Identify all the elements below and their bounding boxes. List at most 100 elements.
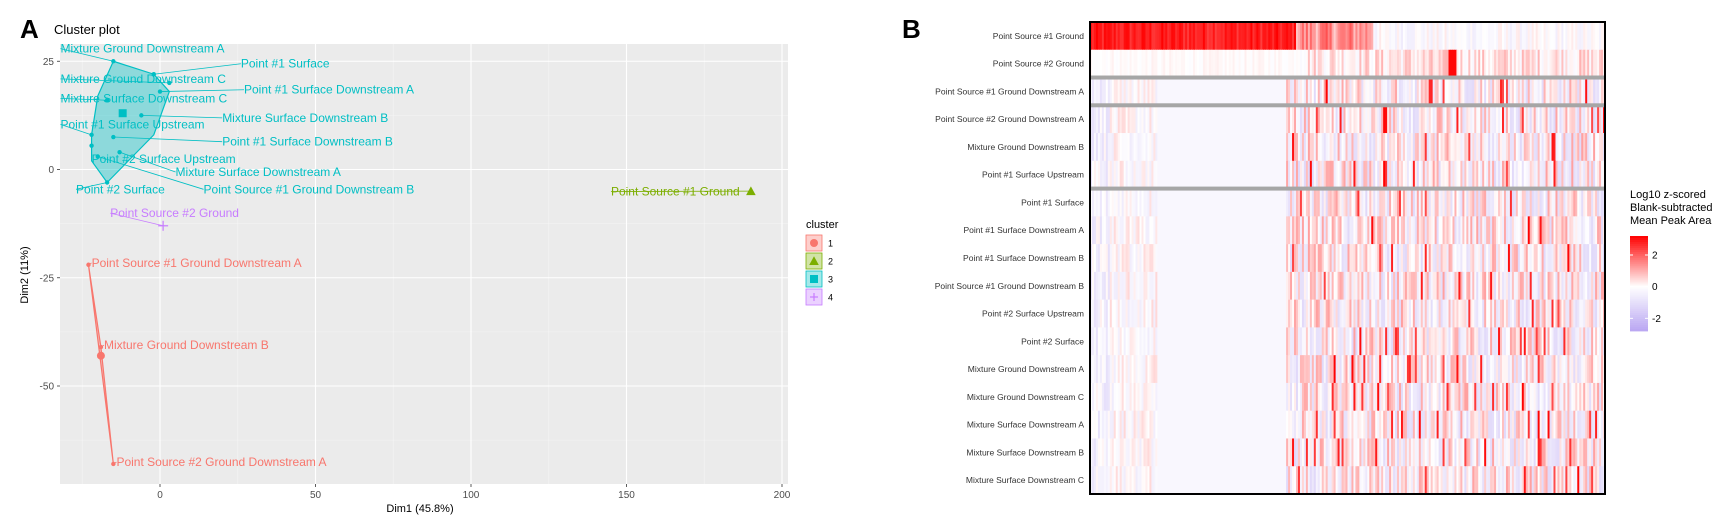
heatmap-cell: [1288, 105, 1291, 134]
heatmap-cell: [1555, 382, 1559, 412]
heatmap-cell: [1371, 160, 1374, 189]
heatmap-cell: [1107, 49, 1111, 78]
heatmap-cell: [1476, 410, 1479, 439]
heatmap-cell: [1414, 438, 1418, 467]
heatmap-cell: [1264, 271, 1267, 300]
heatmap-cell: [1157, 327, 1160, 356]
heatmap-cell: [1240, 188, 1244, 217]
heatmap-cell: [1531, 49, 1535, 78]
heatmap-cell: [1147, 105, 1151, 134]
heatmap-cell: [1581, 299, 1584, 328]
heatmap-cell: [1444, 160, 1448, 189]
heatmap-cell: [1226, 244, 1230, 273]
heatmap-cell: [1177, 160, 1180, 189]
heatmap-cell: [1121, 410, 1125, 439]
heatmap-cell: [1115, 271, 1119, 300]
heatmap-cell: [1589, 160, 1592, 189]
heatmap-cell: [1234, 466, 1238, 495]
heatmap-cell: [1593, 438, 1596, 467]
heatmap-cell: [1432, 382, 1436, 412]
heatmap-cell: [1093, 49, 1097, 78]
heatmap-cell: [1099, 410, 1103, 439]
heatmap-cell: [1305, 133, 1309, 162]
heatmap-cell: [1214, 49, 1218, 78]
heatmap-cell: [1329, 216, 1333, 245]
heatmap-cell: [1155, 133, 1158, 162]
heatmap-cell: [1196, 466, 1200, 495]
heatmap-cell: [1331, 299, 1335, 328]
heatmap-cell: [1335, 244, 1339, 273]
heatmap-cell: [1315, 355, 1319, 384]
heatmap-cell: [1266, 244, 1269, 273]
heatmap-cell: [1286, 327, 1289, 356]
heatmap-cell: [1543, 271, 1547, 300]
heatmap-cell: [1351, 160, 1355, 189]
heatmap-cell: [1187, 133, 1190, 162]
heatmap-cell: [1545, 77, 1549, 106]
data-point: [111, 461, 116, 467]
heatmap-cell: [1575, 271, 1578, 300]
heatmap-cell: [1347, 327, 1351, 356]
heatmap-cell: [1478, 216, 1481, 245]
heatmap-cell: [1133, 299, 1137, 328]
heatmap-cell: [1579, 22, 1582, 51]
heatmap-cell: [1204, 271, 1208, 300]
heatmap-cell: [1103, 188, 1107, 217]
heatmap-cell: [1141, 466, 1145, 495]
heatmap-cell: [1218, 105, 1222, 134]
heatmap-cell: [1438, 327, 1442, 356]
heatmap-cell: [1240, 216, 1244, 245]
heatmap-cell: [1155, 382, 1158, 412]
heatmap-cell: [1502, 299, 1505, 328]
heatmap-cell: [1430, 160, 1434, 189]
heatmap-cell: [1315, 216, 1319, 245]
heatmap-cell: [1173, 244, 1176, 273]
heatmap-cell: [1111, 216, 1115, 245]
heatmap-cell: [1218, 22, 1222, 51]
heatmap-cell: [1547, 133, 1551, 162]
heatmap-cell: [1593, 49, 1596, 78]
heatmap-cell: [1464, 327, 1467, 356]
heatmap-cell: [1343, 438, 1347, 467]
heatmap-cell: [1391, 466, 1394, 495]
heatmap-cell: [1371, 216, 1374, 245]
heatmap-cell: [1351, 438, 1355, 467]
heatmap-cell: [1133, 22, 1137, 51]
heatmap-cell: [1599, 133, 1602, 162]
heatmap-cell: [1557, 188, 1561, 217]
heatmap-cell: [1353, 105, 1357, 134]
heatmap-cell: [1111, 49, 1115, 78]
heatmap-cell: [1173, 133, 1176, 162]
heatmap-cell: [1286, 244, 1289, 273]
heatmap-cell: [1163, 382, 1166, 412]
colorbar-segment: [1630, 261, 1648, 265]
heatmap-cell: [1492, 133, 1495, 162]
heatmap-cell: [1147, 271, 1151, 300]
heatmap-cell: [1494, 49, 1497, 78]
heatmap-cell: [1097, 438, 1101, 467]
heatmap-cell: [1101, 105, 1105, 134]
heatmap-cell: [1103, 271, 1107, 300]
heatmap-cell: [1117, 271, 1121, 300]
heatmap-cell: [1575, 466, 1578, 495]
label-leader-line: [97, 156, 204, 190]
heatmap-cell: [1185, 299, 1188, 328]
heatmap-cell: [1329, 327, 1333, 356]
heatmap-cell: [1430, 133, 1434, 162]
heatmap-cell: [1167, 410, 1170, 439]
heatmap-cell: [1482, 327, 1485, 356]
heatmap-cell: [1238, 49, 1242, 78]
heatmap-cell: [1521, 216, 1525, 245]
heatmap-cell: [1371, 299, 1374, 328]
heatmap-cell: [1373, 466, 1376, 495]
heatmap-cell: [1373, 22, 1376, 51]
heatmap-cell: [1305, 22, 1309, 51]
heatmap-cell: [1462, 382, 1465, 412]
heatmap-cell: [1216, 382, 1220, 412]
heatmap-cell: [1519, 327, 1523, 356]
heatmap-cell: [1244, 77, 1248, 106]
heatmap-cell: [1149, 244, 1153, 273]
heatmap-cell: [1523, 105, 1527, 134]
heatmap-cell: [1115, 299, 1119, 328]
heatmap-cell: [1343, 244, 1347, 273]
